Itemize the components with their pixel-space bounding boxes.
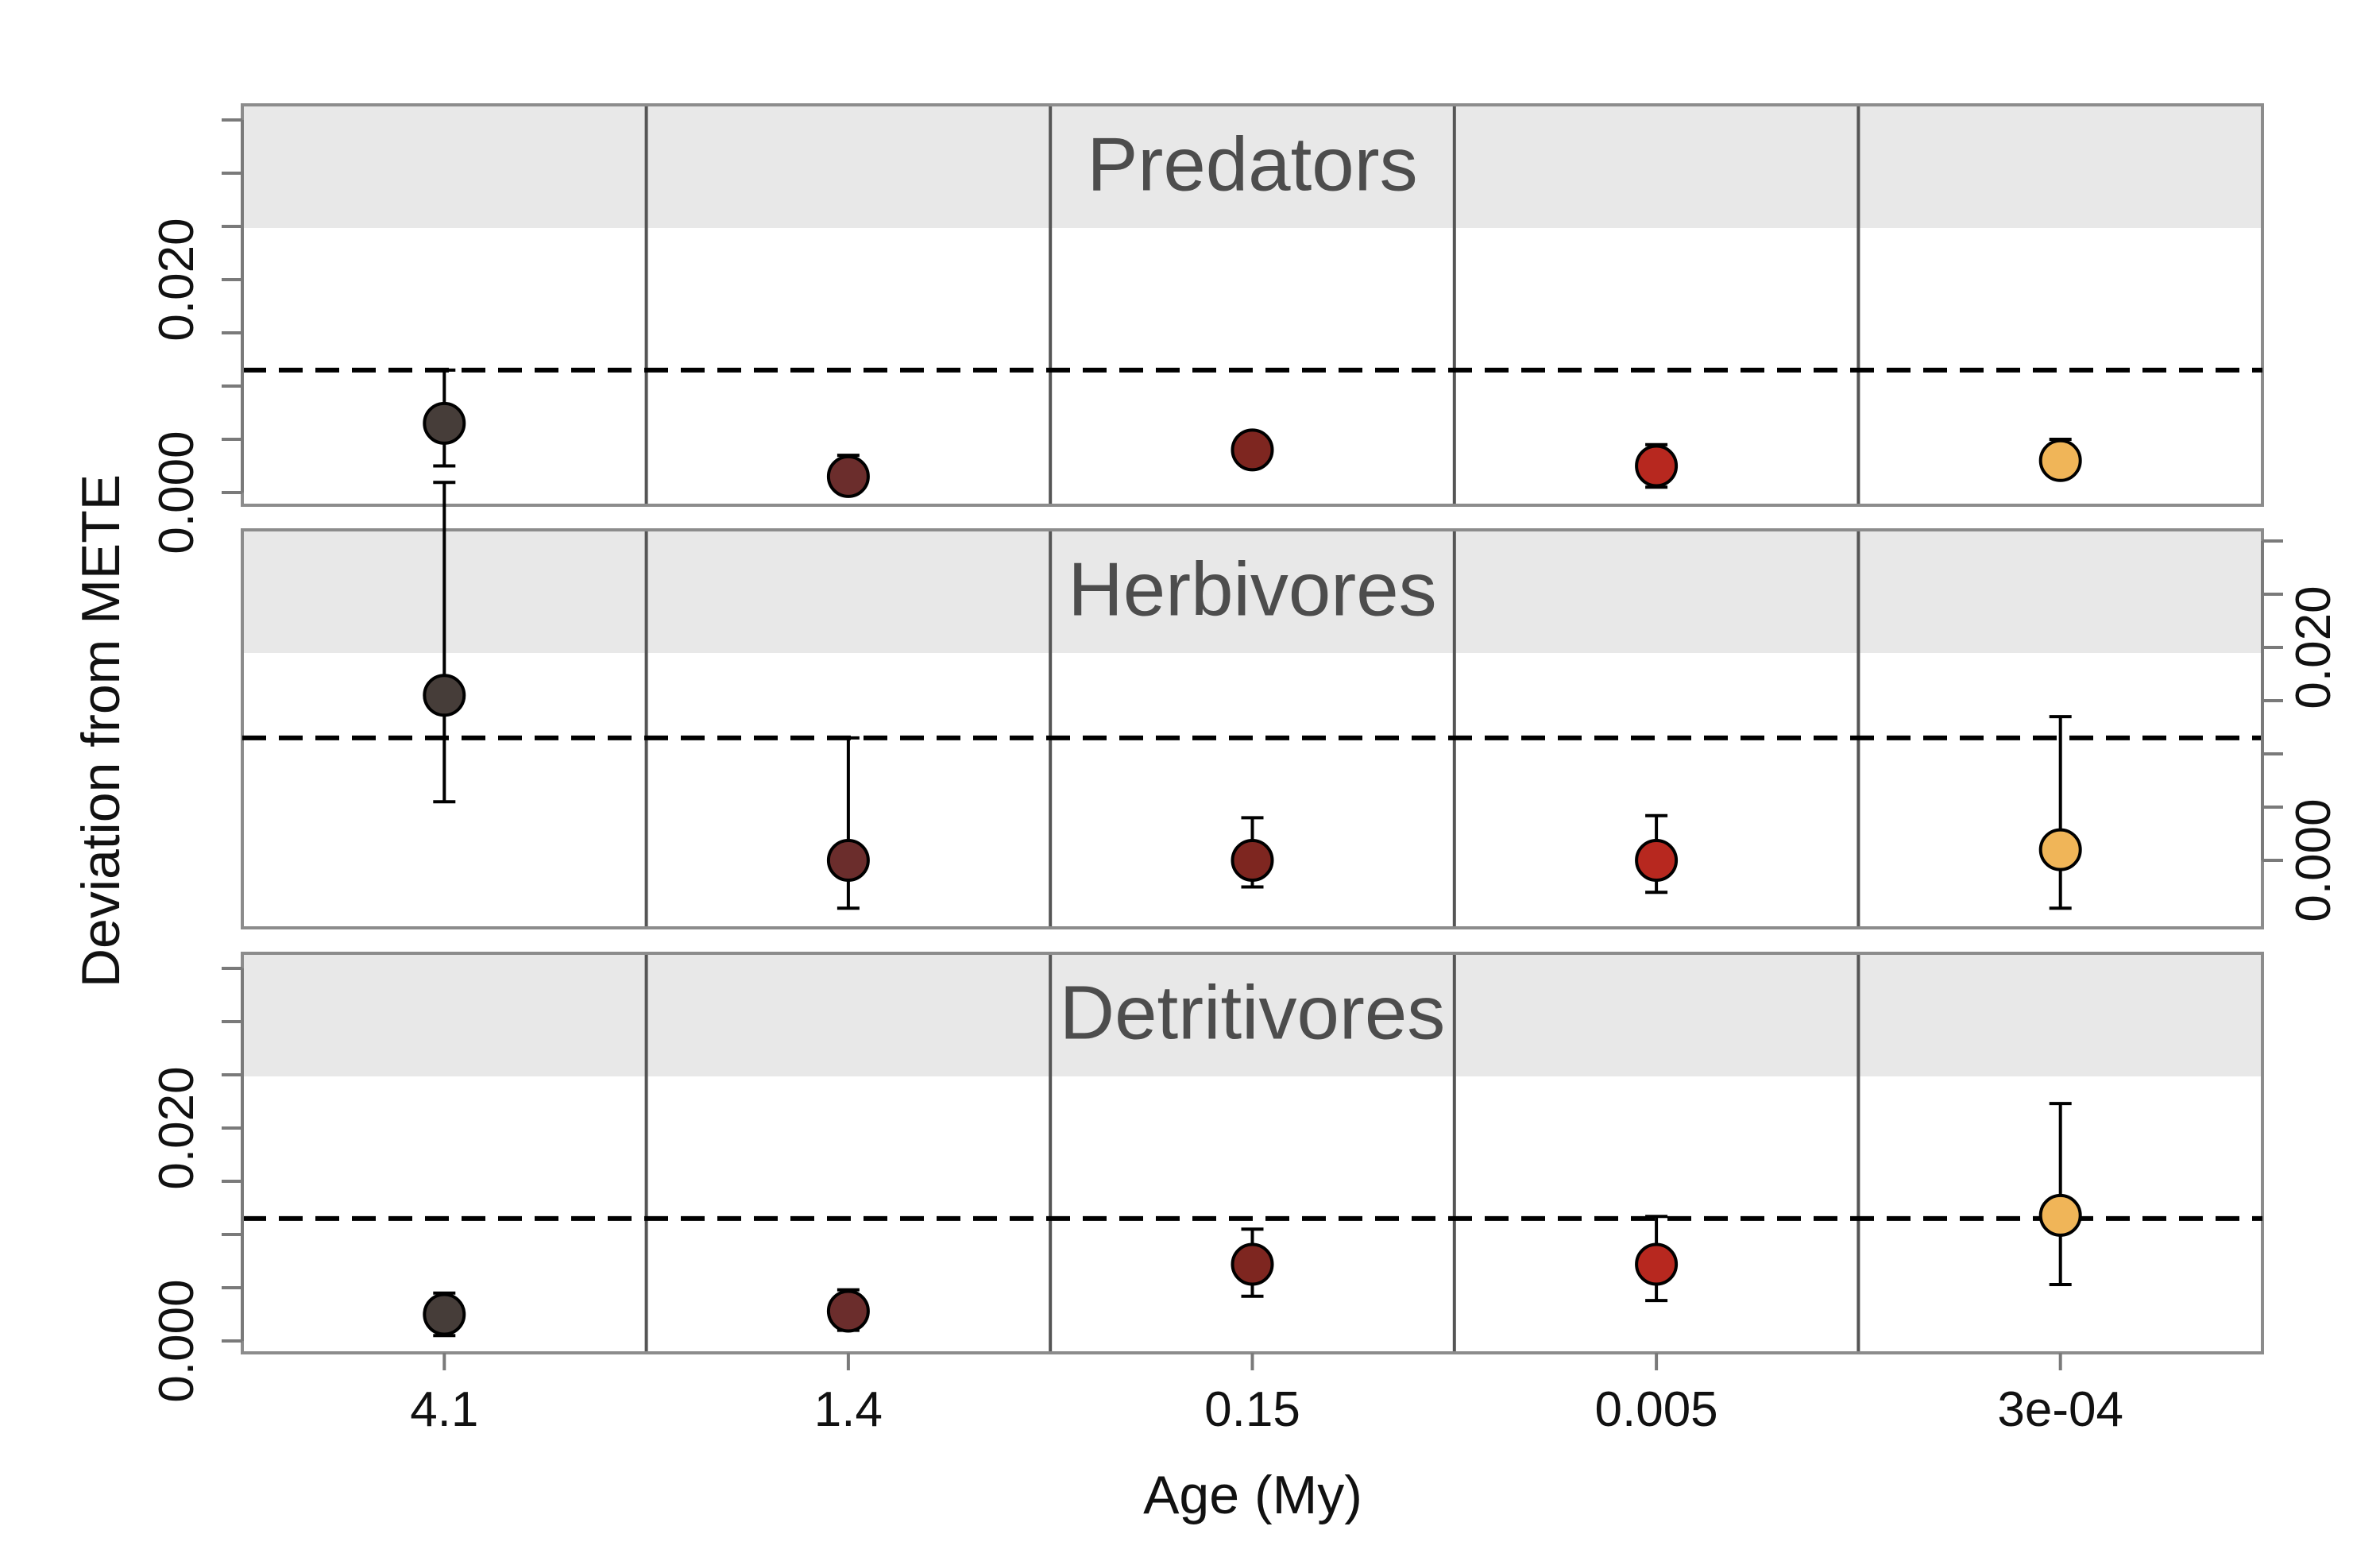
y-axis-left: 0.000 0.020 bbox=[149, 118, 244, 554]
data-point-0.15 bbox=[1231, 1227, 1274, 1298]
data-point-marker bbox=[826, 1289, 870, 1333]
x-tick-label: 1.4 bbox=[814, 1382, 883, 1437]
data-point-3e-04 bbox=[2038, 1102, 2082, 1286]
data-point-marker bbox=[423, 401, 466, 445]
y-axis-left: 0.000 0.020 bbox=[149, 967, 244, 1403]
x-tick-label: 3e-04 bbox=[1997, 1382, 2123, 1437]
data-point-4.1 bbox=[423, 481, 466, 804]
data-point-marker bbox=[1231, 428, 1274, 472]
data-point-marker bbox=[1231, 839, 1274, 882]
strip-background bbox=[242, 953, 2262, 1076]
x-tick-label: 4.1 bbox=[410, 1382, 478, 1437]
y-axis-right: 0.000 0.020 bbox=[2261, 539, 2341, 922]
strip-label: Detritivores bbox=[1060, 971, 1445, 1056]
strip-label: Predators bbox=[1087, 122, 1417, 207]
x-axis-label: Age (My) bbox=[1143, 1465, 1362, 1525]
data-point-marker bbox=[2038, 1193, 2082, 1237]
data-point-1.4 bbox=[826, 1288, 870, 1333]
data-point-4.1 bbox=[423, 1291, 466, 1338]
facet-panels: Predators0.0000.020Herbivores0.0000.020D… bbox=[149, 103, 2341, 1403]
y-tick-label: 0.020 bbox=[149, 218, 204, 341]
data-point-4.1 bbox=[423, 368, 466, 468]
strip-label: Herbivores bbox=[1068, 547, 1436, 632]
data-point-0.005 bbox=[1635, 442, 1679, 489]
data-point-1.4 bbox=[826, 454, 870, 498]
strip-background bbox=[242, 105, 2262, 228]
data-point-marker bbox=[423, 1292, 466, 1336]
data-point-marker bbox=[1231, 1242, 1274, 1286]
x-axis: 4.1 1.4 0.15 0.005 3e-04 bbox=[410, 1353, 2123, 1437]
data-point-marker bbox=[2038, 439, 2082, 482]
data-point-3e-04 bbox=[2038, 438, 2082, 482]
y-tick-label: 0.020 bbox=[2286, 585, 2341, 709]
panel-detritivores: Detritivores 0.000 0.020 bbox=[149, 952, 2264, 1403]
y-axis-label: Deviation from METE bbox=[71, 474, 131, 987]
data-point-marker bbox=[826, 839, 870, 882]
data-point-marker bbox=[826, 454, 870, 498]
x-tick-label: 0.15 bbox=[1204, 1382, 1300, 1437]
y-tick-label: 0.000 bbox=[2286, 798, 2341, 922]
data-point-3e-04 bbox=[2038, 715, 2082, 910]
data-point-1.4 bbox=[826, 736, 870, 910]
data-point-marker bbox=[1635, 1242, 1679, 1286]
data-point-marker bbox=[1635, 444, 1679, 488]
strip-background bbox=[242, 530, 2262, 653]
data-point-0.005 bbox=[1635, 813, 1679, 894]
data-point-0.15 bbox=[1231, 816, 1274, 889]
x-tick-label: 0.005 bbox=[1595, 1382, 1718, 1437]
data-point-marker bbox=[2038, 828, 2082, 871]
data-point-marker bbox=[423, 674, 466, 717]
data-point-0.15 bbox=[1231, 428, 1274, 472]
y-tick-label: 0.000 bbox=[149, 431, 204, 554]
panel-predators: Predators 0.000 0.020 bbox=[149, 103, 2264, 554]
data-point-0.005 bbox=[1635, 1215, 1679, 1303]
panel-herbivores: Herbivores 0.000 0.020 bbox=[241, 481, 2341, 929]
y-tick-label: 0.000 bbox=[149, 1279, 204, 1402]
y-tick-label: 0.020 bbox=[149, 1066, 204, 1189]
data-point-marker bbox=[1635, 839, 1679, 882]
